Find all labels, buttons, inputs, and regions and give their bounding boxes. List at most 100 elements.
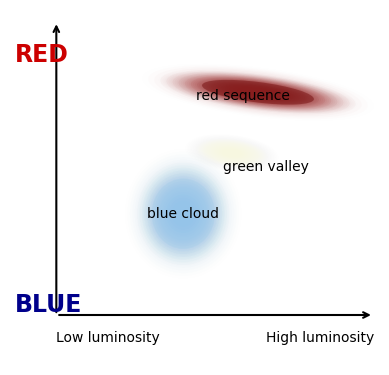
Ellipse shape	[250, 90, 266, 94]
Ellipse shape	[221, 148, 243, 158]
Ellipse shape	[209, 80, 307, 104]
Ellipse shape	[157, 184, 210, 243]
Text: green valley: green valley	[223, 159, 308, 174]
Ellipse shape	[181, 211, 186, 216]
Ellipse shape	[252, 91, 264, 94]
Ellipse shape	[203, 141, 261, 165]
Ellipse shape	[185, 76, 331, 108]
Ellipse shape	[206, 142, 258, 164]
Ellipse shape	[256, 92, 260, 93]
Text: red sequence: red sequence	[196, 88, 290, 103]
Ellipse shape	[166, 195, 200, 232]
Ellipse shape	[205, 81, 311, 104]
Ellipse shape	[211, 82, 305, 103]
Ellipse shape	[244, 89, 272, 95]
Ellipse shape	[173, 203, 193, 225]
Ellipse shape	[187, 76, 329, 108]
Ellipse shape	[254, 92, 262, 93]
Ellipse shape	[176, 206, 190, 222]
Ellipse shape	[182, 212, 185, 215]
Ellipse shape	[222, 149, 242, 157]
Ellipse shape	[217, 83, 299, 101]
Ellipse shape	[236, 87, 280, 97]
Ellipse shape	[191, 76, 325, 109]
Ellipse shape	[240, 88, 276, 96]
Ellipse shape	[163, 190, 204, 237]
Text: High luminosity: High luminosity	[266, 332, 374, 345]
Ellipse shape	[203, 80, 313, 104]
Ellipse shape	[205, 142, 259, 164]
Ellipse shape	[213, 82, 303, 102]
Ellipse shape	[215, 83, 301, 102]
Ellipse shape	[164, 192, 203, 236]
Ellipse shape	[195, 78, 321, 106]
Ellipse shape	[248, 90, 268, 94]
Ellipse shape	[193, 78, 323, 106]
Ellipse shape	[233, 87, 282, 98]
Ellipse shape	[203, 79, 313, 106]
Ellipse shape	[173, 203, 193, 225]
Ellipse shape	[156, 183, 211, 244]
Ellipse shape	[246, 90, 270, 95]
Ellipse shape	[224, 150, 240, 156]
Ellipse shape	[230, 152, 233, 154]
Ellipse shape	[179, 209, 188, 219]
Ellipse shape	[159, 187, 208, 241]
Ellipse shape	[208, 143, 256, 163]
Ellipse shape	[185, 74, 331, 110]
Ellipse shape	[171, 200, 196, 228]
Text: RED: RED	[15, 43, 69, 67]
Ellipse shape	[152, 178, 215, 249]
Ellipse shape	[201, 80, 315, 105]
Ellipse shape	[202, 80, 314, 105]
Ellipse shape	[149, 176, 217, 252]
Ellipse shape	[140, 165, 227, 262]
Ellipse shape	[230, 86, 286, 99]
Ellipse shape	[215, 82, 301, 103]
Ellipse shape	[144, 171, 222, 257]
Ellipse shape	[228, 85, 289, 100]
Text: blue cloud: blue cloud	[147, 207, 219, 221]
Ellipse shape	[153, 180, 214, 248]
Ellipse shape	[240, 88, 276, 97]
Ellipse shape	[223, 85, 293, 100]
Ellipse shape	[154, 182, 212, 246]
Ellipse shape	[219, 148, 245, 158]
Ellipse shape	[157, 184, 210, 243]
Ellipse shape	[221, 83, 294, 101]
Ellipse shape	[165, 194, 202, 234]
Ellipse shape	[221, 84, 294, 100]
Ellipse shape	[150, 177, 217, 251]
Text: Low luminosity: Low luminosity	[56, 332, 160, 345]
Ellipse shape	[179, 73, 337, 112]
Ellipse shape	[189, 77, 327, 108]
Ellipse shape	[151, 178, 215, 249]
Ellipse shape	[228, 86, 289, 99]
Ellipse shape	[229, 152, 235, 154]
Ellipse shape	[197, 79, 319, 106]
Ellipse shape	[161, 189, 205, 238]
Ellipse shape	[160, 188, 207, 240]
Ellipse shape	[217, 147, 246, 159]
Ellipse shape	[212, 145, 251, 161]
Ellipse shape	[172, 201, 194, 226]
Ellipse shape	[226, 85, 291, 99]
Ellipse shape	[231, 86, 284, 98]
Ellipse shape	[227, 151, 237, 155]
Ellipse shape	[149, 175, 218, 252]
Ellipse shape	[175, 204, 192, 223]
Ellipse shape	[199, 79, 317, 105]
Ellipse shape	[180, 211, 186, 217]
Text: BLUE: BLUE	[15, 293, 82, 317]
Ellipse shape	[152, 178, 215, 249]
Ellipse shape	[211, 145, 253, 161]
Ellipse shape	[178, 208, 189, 220]
Ellipse shape	[191, 77, 325, 107]
Ellipse shape	[176, 206, 191, 222]
Ellipse shape	[238, 88, 279, 97]
Ellipse shape	[219, 84, 297, 101]
Ellipse shape	[197, 77, 319, 107]
Ellipse shape	[158, 186, 208, 242]
Ellipse shape	[142, 168, 224, 260]
Ellipse shape	[209, 81, 307, 103]
